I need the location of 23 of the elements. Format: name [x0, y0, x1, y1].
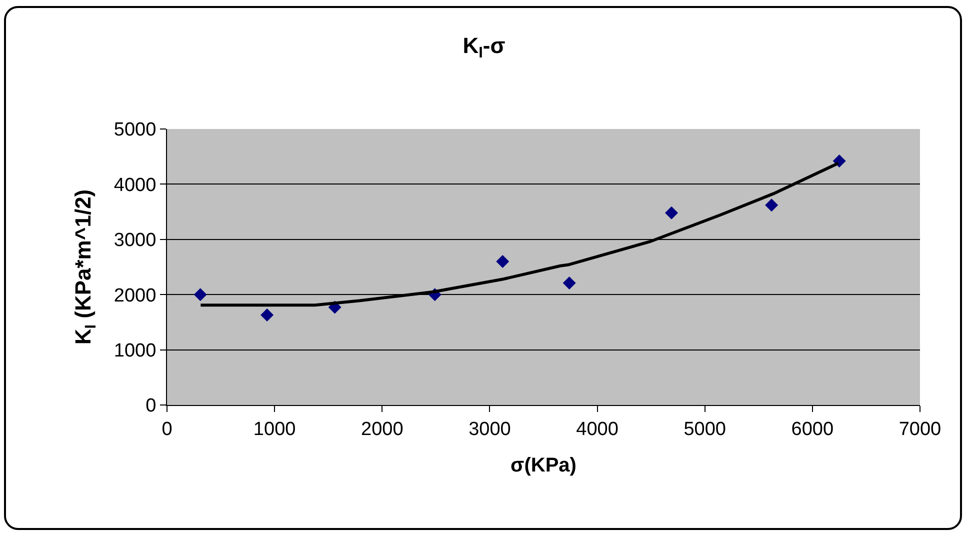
x-tick-label: 0 [162, 418, 172, 440]
x-tick-label: 3000 [468, 418, 511, 440]
y-tick-label: 0 [146, 396, 156, 417]
x-axis-title: σ(KPa) [510, 454, 576, 476]
y-tick-label: 2000 [114, 285, 156, 306]
x-tick-label: 7000 [898, 418, 942, 440]
y-tick-label: 3000 [114, 230, 156, 252]
point [562, 276, 576, 290]
x-tick-label: 4000 [576, 418, 618, 440]
point [260, 308, 274, 322]
x-tick-label: 2000 [361, 418, 404, 440]
point [194, 288, 207, 302]
y-tick-label: 1000 [114, 340, 156, 362]
y-tick-label: 5000 [114, 120, 156, 141]
point [665, 206, 678, 220]
chart-title: K$_{I}$-σ [462, 32, 506, 62]
point [496, 254, 510, 268]
y-tick-label: 4000 [114, 174, 156, 196]
point [765, 198, 778, 212]
x-tick-label: 1000 [253, 418, 296, 440]
x-tick-label: 5000 [684, 418, 726, 440]
point [832, 154, 846, 168]
x-tick-label: 6000 [791, 418, 834, 440]
